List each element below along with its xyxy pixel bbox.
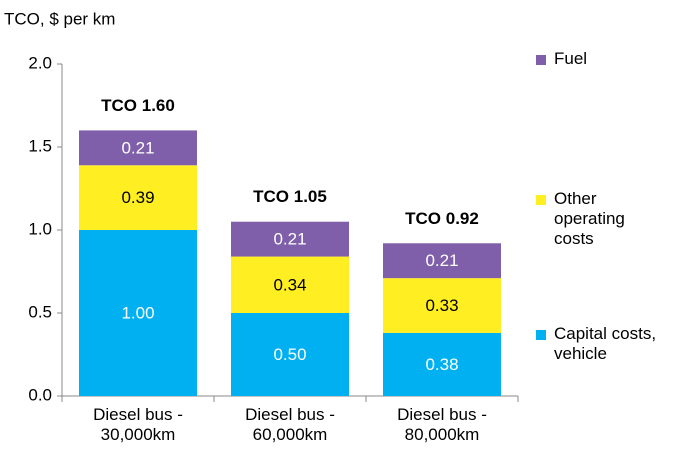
- legend-swatch: [536, 330, 546, 340]
- value-label: 0.50: [273, 345, 306, 364]
- value-label: 0.38: [425, 355, 458, 374]
- value-label: 0.39: [121, 188, 154, 207]
- bar-segment: [231, 221, 349, 257]
- value-label: 0.21: [273, 230, 306, 249]
- value-label: 0.33: [425, 296, 458, 315]
- total-label: TCO 1.60: [101, 96, 175, 115]
- y-tick-label: 0.5: [28, 302, 52, 321]
- bar-segment: [231, 256, 349, 313]
- total-label: TCO 1.05: [253, 187, 327, 206]
- chart-title: TCO, $ per km: [4, 9, 115, 28]
- legend-label: Fuel: [554, 49, 587, 68]
- value-label: 0.21: [121, 138, 154, 157]
- legend-label: Capital costs, vehicle: [554, 324, 656, 363]
- x-tick-label: Diesel bus -80,000km: [397, 405, 487, 444]
- bar-segment: [383, 243, 501, 279]
- bar-segment: [79, 130, 197, 166]
- bar-segment: [231, 313, 349, 396]
- value-label: 0.34: [273, 275, 306, 294]
- value-label: 1.00: [121, 303, 154, 322]
- y-tick-label: 2.0: [28, 53, 52, 72]
- legend-label: Other operating costs: [554, 189, 625, 248]
- legend-swatch: [536, 195, 546, 205]
- bar-segment: [383, 278, 501, 333]
- legend-swatch: [536, 55, 546, 65]
- bar-segment: [79, 230, 197, 396]
- y-tick-label: 0.0: [28, 385, 52, 404]
- x-tick-label: Diesel bus -60,000km: [245, 405, 335, 444]
- total-label: TCO 0.92: [405, 209, 479, 228]
- bar-segment: [79, 165, 197, 230]
- x-tick-label: Diesel bus -30,000km: [93, 405, 183, 444]
- value-label: 0.21: [425, 251, 458, 270]
- y-tick-label: 1.0: [28, 219, 52, 238]
- y-tick-label: 1.5: [28, 136, 52, 155]
- bar-segment: [383, 332, 501, 396]
